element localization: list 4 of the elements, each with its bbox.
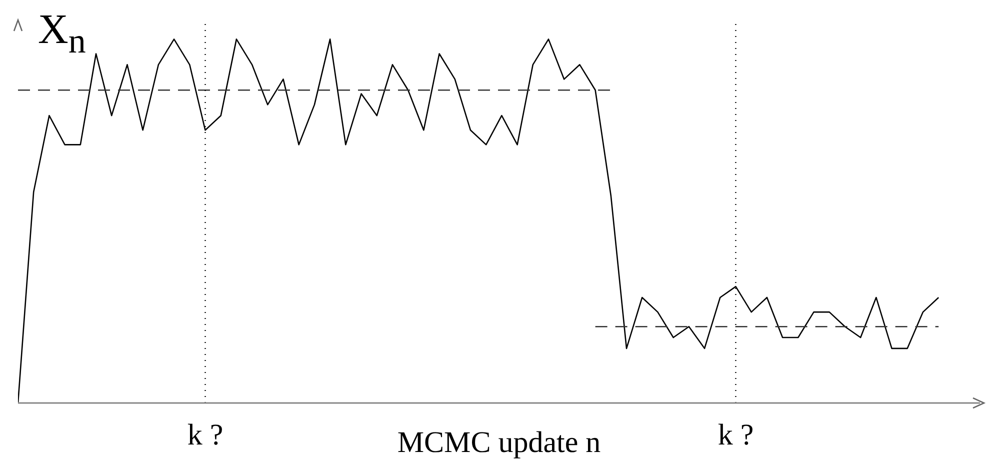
x-axis-title: MCMC update n [397,426,601,459]
y-axis-title: X$_{n}$ [38,7,86,62]
text: k ? [718,418,754,452]
text: k ? [187,418,224,452]
